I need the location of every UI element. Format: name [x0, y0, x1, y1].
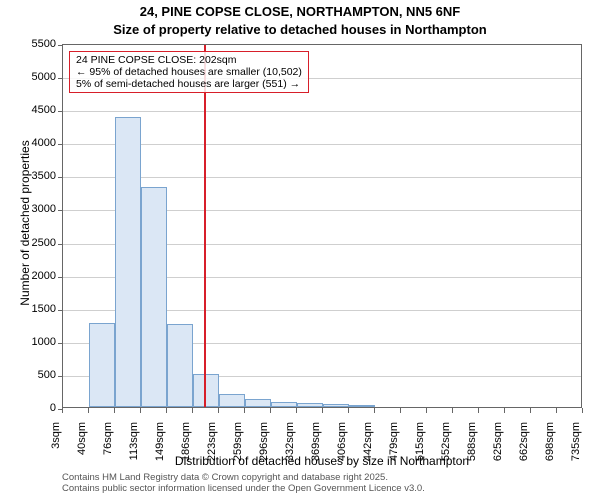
- histogram-bar: [141, 187, 167, 407]
- footer-line-2: Contains public sector information licen…: [62, 483, 425, 494]
- y-tick-label: 5000: [0, 71, 56, 83]
- x-tick-mark: [452, 408, 453, 413]
- y-tick-mark: [58, 144, 63, 145]
- y-tick-mark: [58, 277, 63, 278]
- x-tick-mark: [530, 408, 531, 413]
- y-tick-mark: [58, 310, 63, 311]
- y-tick-label: 3000: [0, 203, 56, 215]
- x-tick-mark: [504, 408, 505, 413]
- y-tick-mark: [58, 177, 63, 178]
- x-tick-mark: [192, 408, 193, 413]
- y-tick-label: 4500: [0, 104, 56, 116]
- y-tick-label: 1000: [0, 336, 56, 348]
- x-tick-mark: [140, 408, 141, 413]
- y-tick-label: 1500: [0, 303, 56, 315]
- histogram-bar: [271, 402, 297, 407]
- y-tick-mark: [58, 244, 63, 245]
- x-tick-mark: [374, 408, 375, 413]
- y-tick-label: 2000: [0, 270, 56, 282]
- y-tick-mark: [58, 78, 63, 79]
- y-tick-mark: [58, 210, 63, 211]
- y-tick-label: 4000: [0, 137, 56, 149]
- x-tick-mark: [348, 408, 349, 413]
- plot-area: 24 PINE COPSE CLOSE: 202sqm ← 95% of det…: [62, 44, 582, 408]
- annotation-line-2: ← 95% of detached houses are smaller (10…: [76, 66, 302, 78]
- histogram-bar: [115, 117, 141, 407]
- x-tick-mark: [88, 408, 89, 413]
- y-tick-label: 2500: [0, 237, 56, 249]
- y-tick-mark: [58, 111, 63, 112]
- x-tick-mark: [400, 408, 401, 413]
- x-tick-mark: [582, 408, 583, 413]
- gridline: [63, 111, 581, 112]
- histogram-bar: [323, 404, 349, 407]
- histogram-bar: [245, 399, 271, 407]
- annotation-box: 24 PINE COPSE CLOSE: 202sqm ← 95% of det…: [69, 51, 309, 93]
- property-marker-line: [204, 45, 206, 407]
- x-tick-mark: [218, 408, 219, 413]
- x-tick-mark: [296, 408, 297, 413]
- annotation-line-3: 5% of semi-detached houses are larger (5…: [76, 78, 302, 90]
- y-tick-mark: [58, 343, 63, 344]
- histogram-bar: [89, 323, 115, 407]
- y-tick-label: 5500: [0, 38, 56, 50]
- y-tick-label: 3500: [0, 170, 56, 182]
- histogram-chart: 24, PINE COPSE CLOSE, NORTHAMPTON, NN5 6…: [0, 0, 600, 500]
- x-tick-label: 3sqm: [50, 422, 62, 462]
- x-tick-mark: [244, 408, 245, 413]
- x-tick-mark: [478, 408, 479, 413]
- x-tick-mark: [426, 408, 427, 413]
- y-tick-label: 0: [0, 402, 56, 414]
- histogram-bar: [167, 324, 193, 407]
- x-tick-mark: [166, 408, 167, 413]
- x-tick-mark: [62, 408, 63, 413]
- x-tick-mark: [322, 408, 323, 413]
- chart-title-sub: Size of property relative to detached ho…: [0, 22, 600, 37]
- footer-line-1: Contains HM Land Registry data © Crown c…: [62, 472, 425, 483]
- y-tick-mark: [58, 376, 63, 377]
- y-tick-label: 500: [0, 369, 56, 381]
- footer-attribution: Contains HM Land Registry data © Crown c…: [62, 472, 425, 495]
- x-axis-label: Distribution of detached houses by size …: [62, 454, 582, 468]
- y-tick-mark: [58, 45, 63, 46]
- chart-title-main: 24, PINE COPSE CLOSE, NORTHAMPTON, NN5 6…: [0, 4, 600, 19]
- histogram-bar: [297, 403, 323, 407]
- x-tick-mark: [556, 408, 557, 413]
- histogram-bar: [219, 394, 245, 407]
- x-tick-mark: [270, 408, 271, 413]
- x-tick-mark: [114, 408, 115, 413]
- annotation-line-1: 24 PINE COPSE CLOSE: 202sqm: [76, 54, 302, 66]
- histogram-bar: [349, 405, 375, 407]
